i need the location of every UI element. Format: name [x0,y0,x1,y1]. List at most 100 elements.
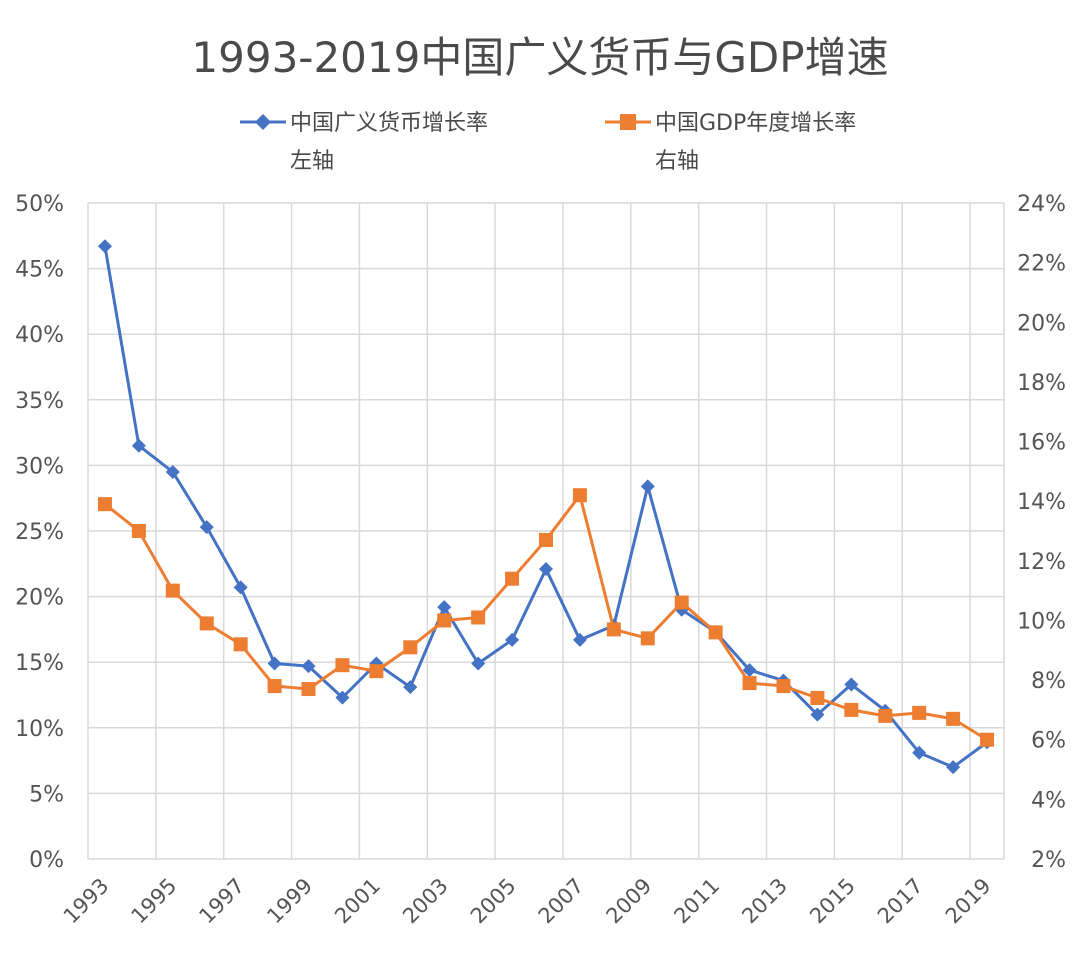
data-point-money [505,632,520,647]
data-point-money [267,656,282,671]
data-point-money [233,580,248,595]
legend-marker-gdp [620,114,636,130]
data-point-gdp [640,631,655,646]
data-point-money [539,562,553,577]
data-point-money [742,663,757,678]
y-right-tick-label: 20% [1017,311,1066,336]
data-point-gdp [369,664,384,679]
series-line-money [103,246,988,769]
data-point-money [912,745,927,760]
y-axis-left-ticks: 0% 5% 10% 15% 20% 25% 30% 35% 40% 45% 50% [15,192,64,873]
data-point-gdp [980,732,995,747]
data-point-gdp [844,702,859,717]
data-point-gdp [742,676,757,691]
x-tick-label: 2007 [534,874,589,929]
x-tick-label: 1997 [194,874,249,929]
y-left-tick-label: 5% [29,782,64,807]
data-point-money [640,479,655,494]
y-right-tick-label: 24% [1017,192,1066,217]
data-point-gdp [403,640,418,655]
data-point-money [97,239,112,254]
data-point-gdp [267,679,282,694]
data-point-gdp [97,497,112,512]
legend-item-money: 中国广义货币增长率 左轴 [240,111,488,174]
data-point-gdp [572,488,587,503]
y-right-tick-label: 22% [1017,252,1066,277]
y-left-tick-label: 50% [15,192,64,217]
data-point-money [403,680,418,695]
gridlines [87,202,1005,860]
data-point-money [165,464,180,479]
data-point-money [810,707,825,722]
data-point-gdp [199,616,214,631]
data-point-money [471,656,486,671]
x-tick-label: 2013 [737,874,792,929]
data-point-gdp [233,637,248,652]
data-point-money [844,677,859,692]
x-tick-label: 2003 [398,874,453,929]
data-point-gdp [301,682,316,697]
legend-axis-note-money: 左轴 [290,149,334,174]
data-point-gdp [505,571,520,586]
y-right-tick-label: 8% [1031,669,1066,694]
data-point-gdp [810,690,825,705]
y-left-tick-label: 40% [15,323,64,348]
y-right-tick-label: 18% [1017,371,1066,396]
legend-label-money: 中国广义货币增长率 [290,111,488,136]
legend-label-gdp: 中国GDP年度增长率 [655,111,856,136]
data-point-money [131,438,146,453]
legend-axis-note-gdp: 右轴 [655,149,699,174]
x-axis-ticks: 1993 1995 1997 1999 2001 2003 2005 2007 2009 2011… [59,874,996,929]
data-point-gdp [131,524,146,538]
x-tick-label: 1999 [262,874,317,929]
data-point-gdp [165,583,180,598]
x-tick-label: 2019 [941,874,996,929]
chart-title: 1993-2019中国广义货币与GDP增速 [191,33,888,82]
data-point-money [301,659,316,674]
data-point-money [335,690,350,705]
data-point-gdp [606,622,621,637]
data-point-gdp [776,679,791,694]
y-axis-right-ticks: 2% 4% 6% 8% 10% 12% 14% 16% 18% 20% 22% 24% [1017,192,1066,873]
x-tick-label: 2011 [669,874,724,929]
data-point-money [199,520,214,535]
y-left-tick-label: 25% [15,520,64,545]
y-right-tick-label: 14% [1017,490,1066,515]
y-left-tick-label: 35% [15,389,64,414]
y-right-tick-label: 16% [1017,431,1066,456]
x-tick-label: 1995 [127,874,182,929]
y-right-tick-label: 6% [1031,729,1066,754]
x-tick-label: 2017 [873,874,928,929]
data-point-gdp [674,595,689,610]
y-right-tick-label: 12% [1017,550,1066,575]
y-left-tick-label: 20% [15,586,64,611]
y-right-tick-label: 4% [1031,788,1066,813]
y-right-tick-label: 10% [1017,609,1066,634]
y-left-tick-label: 30% [15,454,64,479]
y-left-tick-label: 0% [29,848,64,873]
x-tick-label: 2005 [466,874,521,929]
legend-marker-money [255,114,271,130]
y-left-tick-label: 10% [15,717,64,742]
x-tick-label: 2001 [330,874,385,929]
legend: 中国广义货币增长率 左轴 中国GDP年度增长率 右轴 [240,111,856,174]
y-left-tick-label: 45% [15,258,64,283]
data-point-money [946,760,961,775]
series-layer [97,239,995,775]
data-point-gdp [878,708,893,723]
y-right-tick-label: 2% [1031,848,1066,873]
data-point-gdp [539,532,553,547]
data-point-money [572,632,587,647]
data-point-gdp [335,658,350,673]
data-point-money [437,600,452,615]
x-tick-label: 2009 [602,874,657,929]
x-tick-label: 2015 [805,874,860,929]
data-point-gdp [708,625,723,640]
x-tick-label: 1993 [59,874,114,929]
data-point-gdp [912,705,927,720]
data-point-gdp [946,711,961,726]
data-point-gdp [437,613,452,628]
legend-item-gdp: 中国GDP年度增长率 右轴 [605,111,856,174]
data-point-gdp [471,610,486,625]
